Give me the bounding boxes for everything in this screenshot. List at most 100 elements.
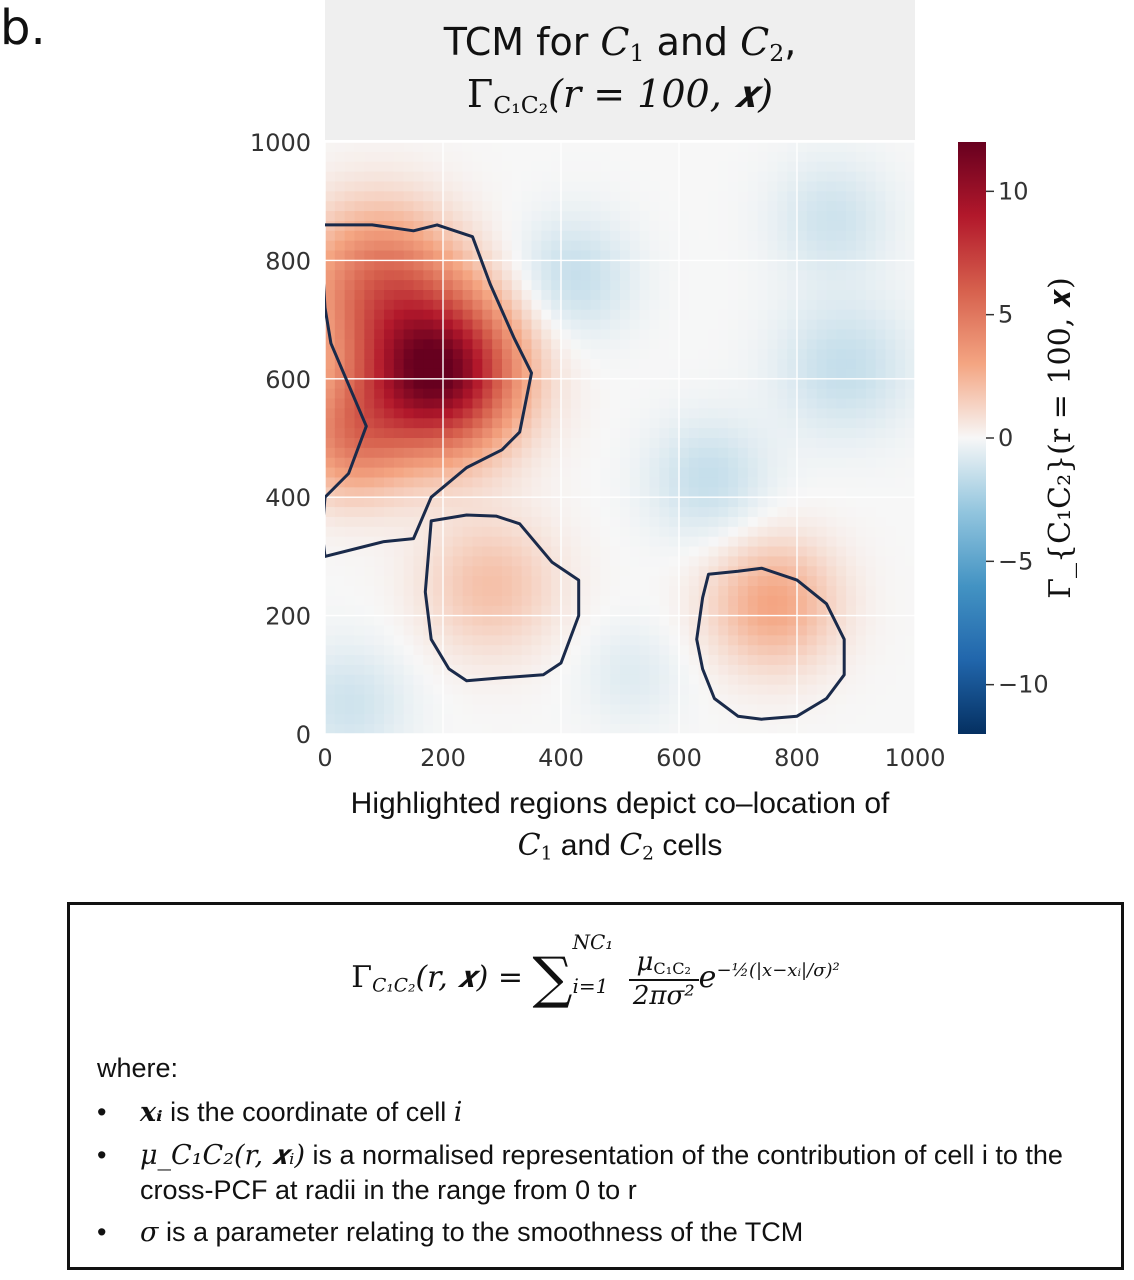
heat-cell — [334, 684, 346, 696]
heat-cell — [865, 270, 877, 281]
heat-cell — [797, 704, 808, 715]
heat-cell — [757, 655, 769, 666]
heat-cell — [334, 388, 346, 400]
heat-cell — [551, 595, 562, 607]
heat-cell — [728, 586, 739, 597]
heat-cell — [521, 230, 533, 242]
heat-cell — [708, 339, 719, 350]
heat-cell — [541, 438, 552, 449]
heat-cell — [580, 290, 592, 301]
heat-cell — [875, 408, 887, 419]
heat-cell — [836, 526, 847, 538]
heat-cell — [452, 250, 464, 261]
heat-cell — [374, 487, 385, 498]
heat-cell — [502, 487, 513, 498]
heat-cell — [757, 260, 769, 271]
heat-cell — [846, 595, 857, 607]
heat-cell — [531, 576, 542, 587]
heat-cell — [728, 349, 739, 360]
heat-cell — [492, 428, 503, 439]
heat-cell — [423, 388, 434, 400]
heat-cell — [511, 319, 523, 331]
heat-cell — [403, 536, 415, 548]
heat-cell — [462, 694, 474, 705]
heat-cell — [531, 605, 542, 617]
heat-cell — [521, 161, 533, 173]
heat-cell — [865, 487, 877, 498]
heat-cell — [797, 526, 808, 538]
heat-cell — [816, 339, 828, 350]
heat-cell — [777, 299, 788, 311]
heat-cell — [462, 240, 474, 252]
heat-cell — [561, 467, 572, 479]
heat-cell — [757, 240, 769, 252]
heat-cell — [846, 704, 857, 715]
heat-cell — [561, 250, 572, 261]
heat-cell — [374, 171, 385, 183]
heat-cell — [718, 487, 729, 498]
heat-cell — [482, 724, 493, 734]
heat-cell — [610, 270, 621, 281]
heat-cell — [895, 211, 906, 222]
heat-cell — [846, 220, 857, 232]
heat-cell — [364, 230, 375, 242]
heat-cell — [797, 408, 808, 419]
heat-cell — [649, 526, 660, 538]
heat-cell — [561, 704, 572, 715]
heat-cell — [354, 724, 365, 734]
heat-cell — [826, 576, 837, 587]
heat-cell — [462, 576, 474, 587]
heat-cell — [403, 487, 415, 498]
heat-cell — [728, 408, 739, 419]
heat-cell — [688, 605, 700, 617]
heat-cell — [590, 349, 601, 360]
heat-cell — [905, 408, 915, 419]
heat-cell — [374, 714, 385, 725]
heat-cell — [885, 704, 896, 715]
heat-cell — [462, 161, 474, 173]
heat-cell — [561, 487, 572, 498]
heat-cell — [541, 201, 552, 212]
heat-cell — [590, 161, 601, 173]
heat-cell — [865, 359, 877, 370]
heat-cell — [413, 398, 424, 409]
heat-cell — [511, 467, 523, 479]
heat-cell — [629, 615, 641, 627]
heat-cell — [757, 398, 769, 409]
heat-cell — [659, 487, 670, 498]
heat-cell — [669, 497, 680, 508]
heat-cell — [384, 724, 395, 734]
heat-cell — [856, 704, 867, 715]
heat-cell — [836, 319, 847, 331]
heat-cell — [580, 309, 592, 321]
heat-cell — [541, 309, 552, 321]
heat-cell — [688, 497, 700, 508]
heat-cell — [757, 270, 769, 281]
heat-cell — [413, 477, 424, 488]
heat-cell — [679, 635, 690, 646]
heat-cell — [728, 704, 739, 715]
heat-cell — [423, 664, 434, 676]
heat-cell — [482, 497, 493, 508]
heat-cell — [610, 526, 621, 538]
heat-cell — [688, 507, 700, 518]
heat-cell — [492, 398, 503, 409]
heat-cell — [649, 142, 660, 153]
heat-cell — [472, 240, 483, 252]
heat-cell — [757, 309, 769, 321]
heat-cell — [452, 477, 464, 488]
heat-cell — [865, 595, 877, 607]
heat-cell — [728, 151, 739, 163]
heat-cell — [551, 714, 562, 725]
heat-cell — [384, 309, 395, 321]
heat-cell — [423, 447, 434, 459]
heat-cell — [856, 280, 867, 291]
heat-cell — [767, 447, 778, 459]
heat-cell — [364, 507, 375, 518]
heat-cell — [767, 546, 778, 557]
heat-cell — [797, 497, 808, 508]
heat-cell — [423, 142, 434, 153]
heat-cell — [787, 378, 798, 390]
heat-cell — [806, 457, 818, 469]
heat-cell — [620, 487, 631, 498]
